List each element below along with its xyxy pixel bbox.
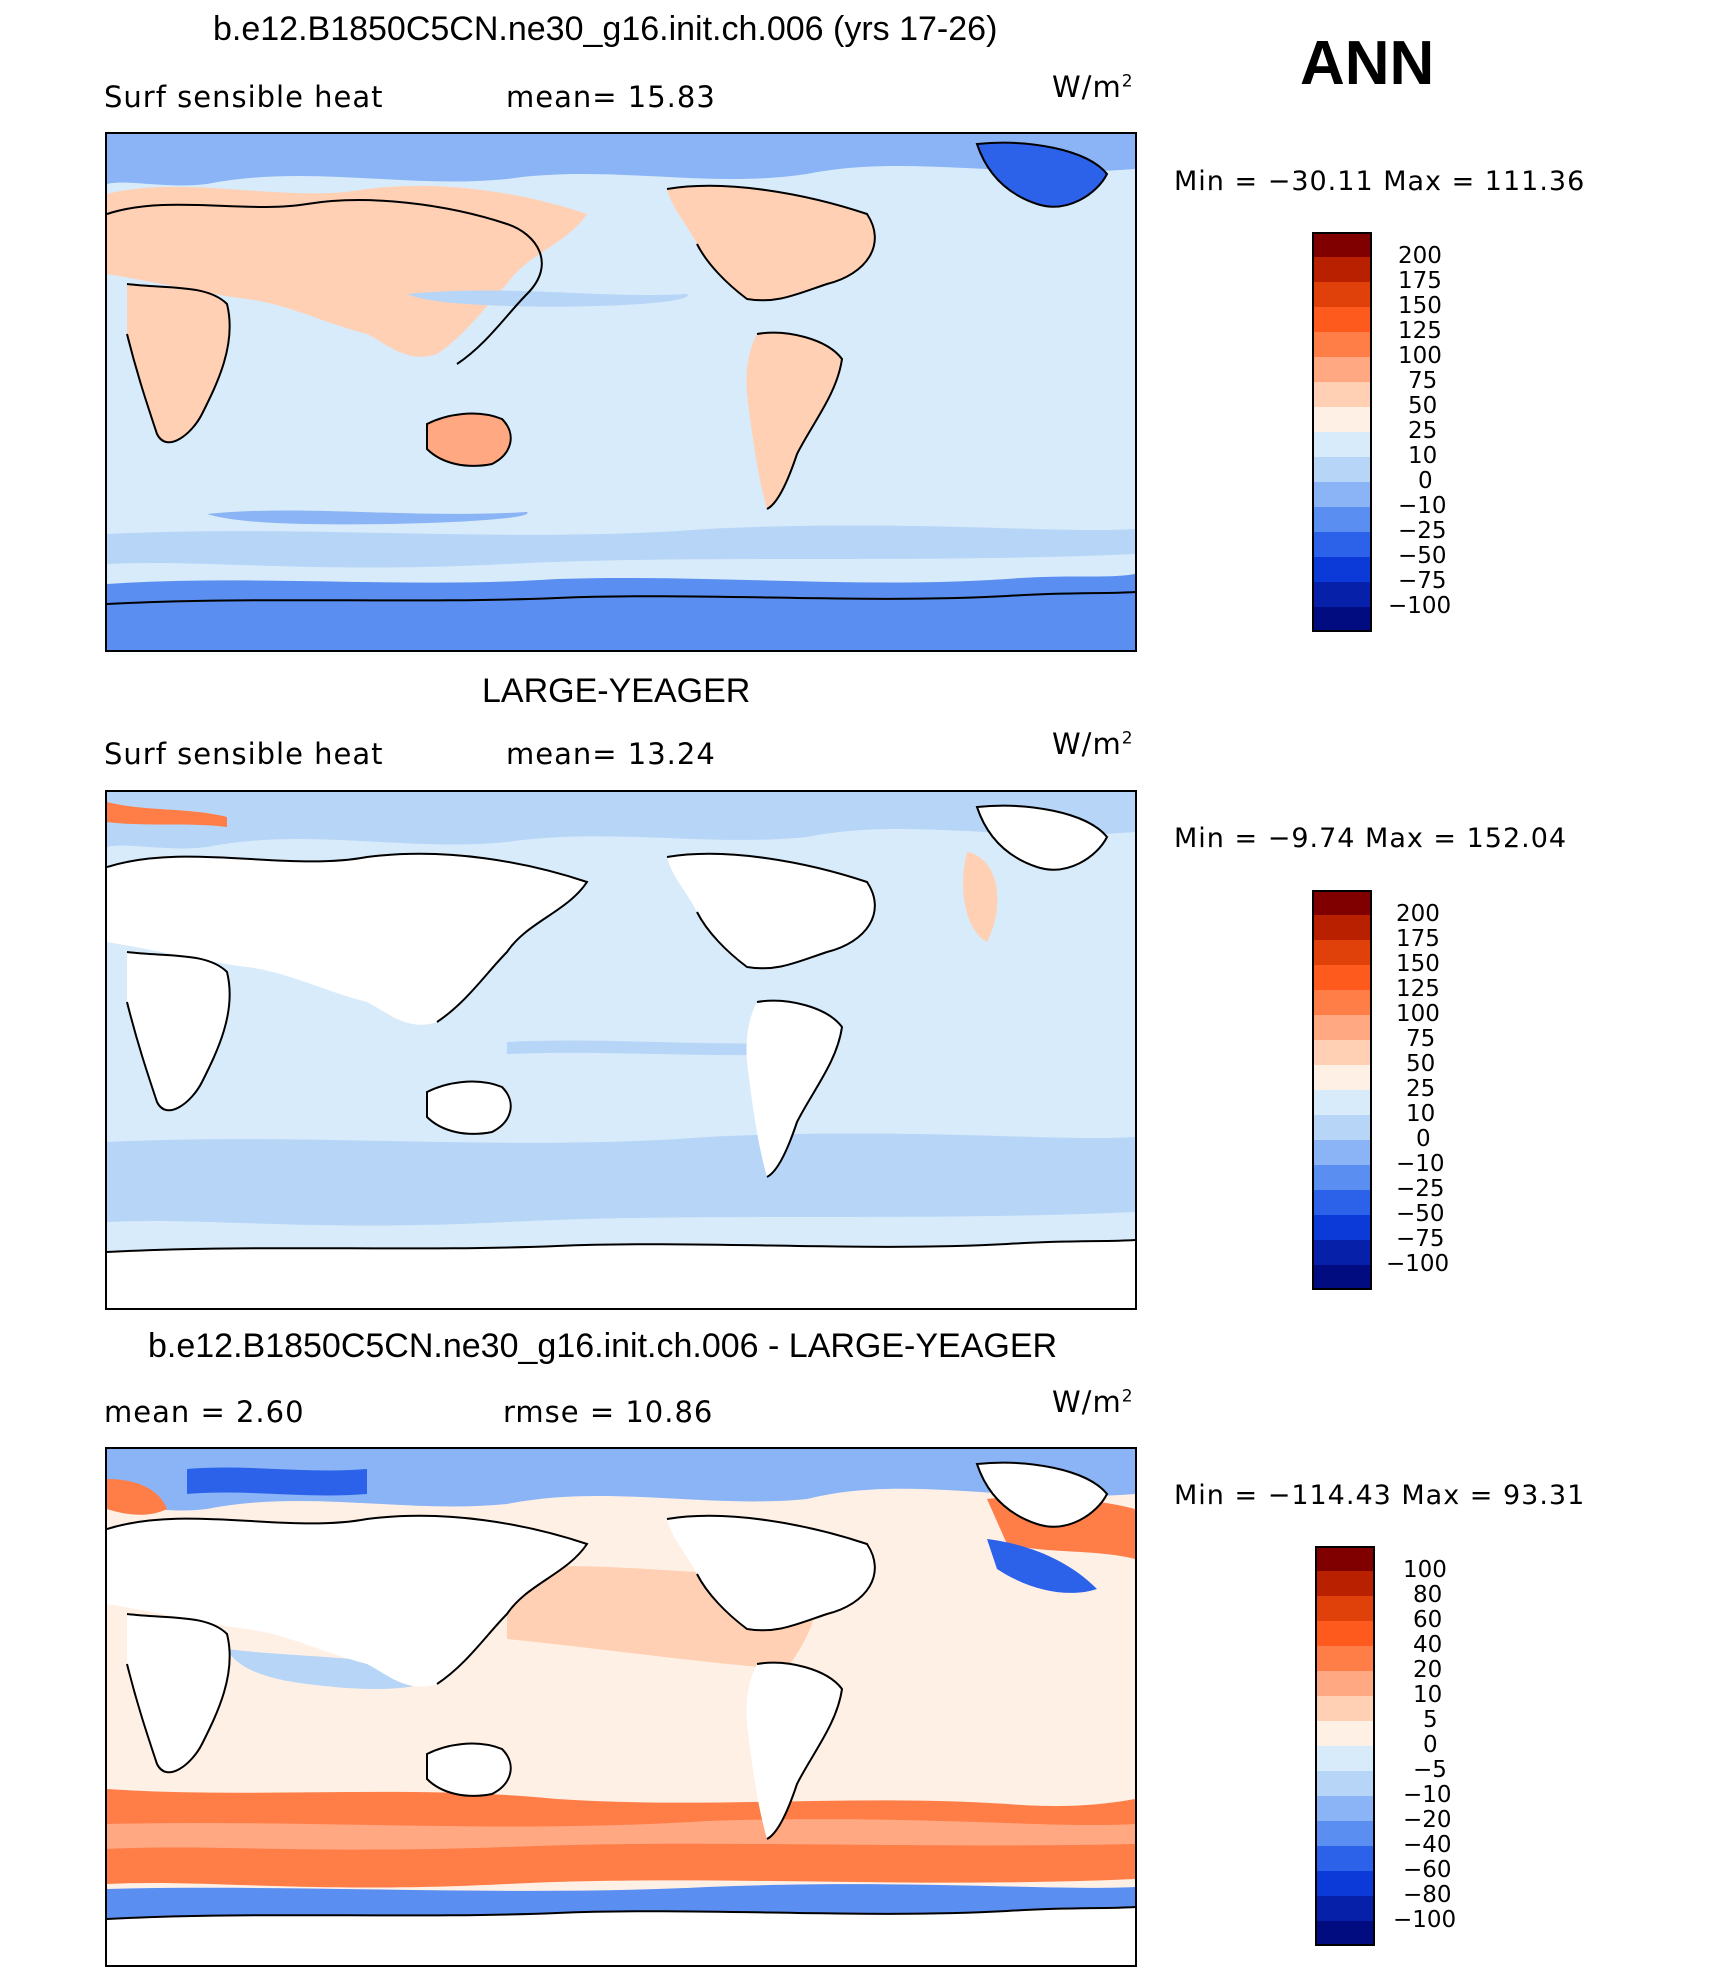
panel1-colorbar-label: 175 [1398, 268, 1442, 294]
panel1-colorbar-label: −50 [1398, 543, 1447, 569]
panel2-colorbar-label: −75 [1396, 1226, 1445, 1252]
panel1-colorbar-label: 75 [1408, 368, 1438, 394]
panel1-contour-field [107, 134, 1135, 650]
panel3-colorbar-label: 20 [1413, 1657, 1443, 1683]
panel2-colorbar-frame [1312, 890, 1372, 1290]
panel2-colorbar-label: 200 [1396, 901, 1440, 927]
panel2-colorbar-label: −50 [1396, 1201, 1445, 1227]
panel2-title: LARGE-YEAGER [482, 672, 751, 710]
panel1-colorbar-label: 50 [1408, 393, 1438, 419]
panel3-colorbar-label: 60 [1413, 1607, 1443, 1633]
panel2-contour-field [107, 792, 1135, 1308]
panel2-colorbar-label: 50 [1406, 1051, 1436, 1077]
panel3-colorbar-swatch [1315, 1721, 1375, 1746]
panel3-colorbar-label: −80 [1403, 1882, 1452, 1908]
panel1-colorbar-swatch [1312, 407, 1372, 432]
panel3-colorbar-swatch [1315, 1671, 1375, 1696]
panel3-colorbar-swatch [1315, 1771, 1375, 1796]
panel3-colorbar-label: 80 [1413, 1582, 1443, 1608]
panel3-rmse-label: rmse = 10.86 [503, 1395, 714, 1429]
panel2-units: W/m2 [1052, 727, 1134, 761]
panel3-colorbar-label: −20 [1403, 1807, 1452, 1833]
panel2-colorbar-label: −100 [1386, 1251, 1450, 1277]
panel2-colorbar-label: 175 [1396, 926, 1440, 952]
panel3-minmax: Min = −114.43 Max = 93.31 [1174, 1480, 1586, 1511]
panel3-colorbar-label: −60 [1403, 1857, 1452, 1883]
panel1-colorbar-label: 10 [1408, 443, 1438, 469]
panel1-units: W/m2 [1052, 70, 1134, 104]
panel1-map [105, 132, 1137, 652]
panel2-colorbar-label: −10 [1396, 1151, 1445, 1177]
panel3-colorbar-frame [1315, 1546, 1375, 1946]
panel2-colorbar-label: 125 [1396, 976, 1440, 1002]
panel2-colorbar-label: 100 [1396, 1001, 1440, 1027]
panel1-colorbar-label: −10 [1398, 493, 1447, 519]
panel2-colorbar-label: 25 [1406, 1076, 1436, 1102]
panel3-colorbar-label: 0 [1423, 1732, 1438, 1758]
panel3-units: W/m2 [1052, 1385, 1134, 1419]
panel3-contour-field [107, 1449, 1135, 1965]
panel3-colorbar-label: 10 [1413, 1682, 1443, 1708]
panel3-colorbar-swatch [1315, 1846, 1375, 1871]
panel3-colorbar-swatch [1315, 1746, 1375, 1771]
panel3-colorbar-swatch [1315, 1921, 1375, 1946]
panel2-colorbar-label: 75 [1406, 1026, 1436, 1052]
panel3-colorbar-label: 5 [1423, 1707, 1438, 1733]
panel3-colorbar-label: 100 [1403, 1557, 1447, 1583]
panel3-colorbar-label: −10 [1403, 1782, 1452, 1808]
panel2-map [105, 790, 1137, 1310]
panel3-map [105, 1447, 1137, 1967]
panel2-colorbar-swatch [1312, 915, 1372, 940]
panel3-title: b.e12.B1850C5CN.ne30_g16.init.ch.006 - L… [148, 1327, 1058, 1365]
panel2-colorbar-label: 10 [1406, 1101, 1436, 1127]
panel2-colorbar-label: 0 [1416, 1126, 1431, 1152]
panel3-colorbar-label: 40 [1413, 1632, 1443, 1658]
season-label: ANN [1300, 29, 1435, 98]
panel1-colorbar-label: −75 [1398, 568, 1447, 594]
panel1-colorbar-label: −100 [1388, 593, 1452, 619]
panel1-colorbar-frame [1312, 232, 1372, 632]
panel1-colorbar-label: 100 [1398, 343, 1442, 369]
panel2-minmax: Min = −9.74 Max = 152.04 [1174, 823, 1568, 854]
panel3-colorbar-label: −40 [1403, 1832, 1452, 1858]
panel1-colorbar-label: 25 [1408, 418, 1438, 444]
panel2-colorbar-label: 150 [1396, 951, 1440, 977]
panel1-title: b.e12.B1850C5CN.ne30_g16.init.ch.006 (yr… [213, 10, 998, 48]
panel1-minmax: Min = −30.11 Max = 111.36 [1174, 166, 1586, 197]
panel1-colorbar-label: −25 [1398, 518, 1447, 544]
panel3-mean-label: mean = 2.60 [104, 1395, 305, 1429]
panel3-colorbar-label: −5 [1413, 1757, 1447, 1783]
panel3-colorbar-label: −100 [1393, 1907, 1457, 1933]
panel1-mean-label: mean= 15.83 [506, 80, 716, 114]
panel1-colorbar-label: 0 [1418, 468, 1433, 494]
panel1-variable-label: Surf sensible heat [104, 80, 384, 114]
panel2-colorbar-swatch [1312, 965, 1372, 990]
panel1-colorbar-label: 125 [1398, 318, 1442, 344]
panel3-colorbar-swatch [1315, 1621, 1375, 1646]
panel2-colorbar-label: −25 [1396, 1176, 1445, 1202]
panel1-colorbar-label: 150 [1398, 293, 1442, 319]
panel1-colorbar-label: 200 [1398, 243, 1442, 269]
panel2-mean-label: mean= 13.24 [506, 737, 716, 771]
panel2-variable-label: Surf sensible heat [104, 737, 384, 771]
